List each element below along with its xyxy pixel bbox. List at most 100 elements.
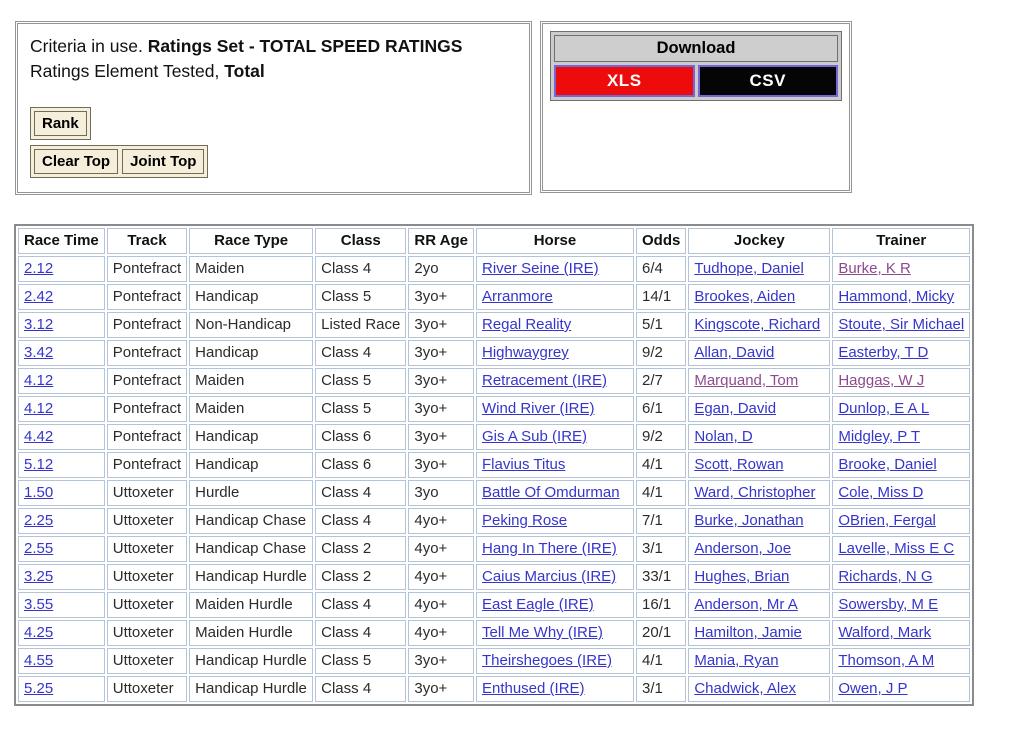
jockey-link[interactable]: Kingscote, Richard xyxy=(694,316,820,333)
trainer-link[interactable]: Owen, J P xyxy=(838,680,907,697)
race-time-link[interactable]: 2.12 xyxy=(24,260,53,277)
jockey-link[interactable]: Anderson, Mr A xyxy=(694,596,797,613)
jockey-link[interactable]: Egan, David xyxy=(694,400,776,417)
jockey-link[interactable]: Hamilton, Jamie xyxy=(694,624,802,641)
trainer-link[interactable]: Stoute, Sir Michael xyxy=(838,316,964,333)
race-time-link[interactable]: 3.12 xyxy=(24,316,53,333)
jockey-cell: Anderson, Joe xyxy=(688,536,830,562)
race-type-cell: Handicap Hurdle xyxy=(189,676,313,702)
column-header-track: Track xyxy=(107,228,187,254)
race-time-link[interactable]: 4.55 xyxy=(24,652,53,669)
table-header-row: Race Time Track Race Type Class RR Age H… xyxy=(18,228,970,254)
horse-link[interactable]: Regal Reality xyxy=(482,316,571,333)
jockey-link[interactable]: Marquand, Tom xyxy=(694,372,798,389)
column-header-race-time: Race Time xyxy=(18,228,105,254)
horse-link[interactable]: Hang In There (IRE) xyxy=(482,540,617,557)
horse-link[interactable]: Enthused (IRE) xyxy=(482,680,585,697)
trainer-cell: Thomson, A M xyxy=(832,648,970,674)
rr-age-cell: 4yo+ xyxy=(408,508,474,534)
odds-cell: 7/1 xyxy=(636,508,686,534)
race-time-cell: 3.42 xyxy=(18,340,105,366)
race-type-cell: Handicap Chase xyxy=(189,508,313,534)
download-header: Download xyxy=(554,35,838,62)
race-time-link[interactable]: 4.12 xyxy=(24,372,53,389)
jockey-link[interactable]: Tudhope, Daniel xyxy=(694,260,804,277)
race-time-cell: 4.55 xyxy=(18,648,105,674)
jockey-link[interactable]: Ward, Christopher xyxy=(694,484,815,501)
horse-link[interactable]: Battle Of Omdurman xyxy=(482,484,620,501)
joint-top-button[interactable]: Joint Top xyxy=(122,149,204,174)
horse-link[interactable]: Wind River (IRE) xyxy=(482,400,595,417)
clear-top-button[interactable]: Clear Top xyxy=(34,149,118,174)
odds-cell: 20/1 xyxy=(636,620,686,646)
odds-cell: 5/1 xyxy=(636,312,686,338)
trainer-cell: Easterby, T D xyxy=(832,340,970,366)
rr-age-cell: 3yo xyxy=(408,480,474,506)
trainer-link[interactable]: Dunlop, E A L xyxy=(838,400,929,417)
jockey-link[interactable]: Scott, Rowan xyxy=(694,456,783,473)
horse-link[interactable]: Tell Me Why (IRE) xyxy=(482,624,603,641)
trainer-cell: Stoute, Sir Michael xyxy=(832,312,970,338)
trainer-link[interactable]: Midgley, P T xyxy=(838,428,920,445)
horse-link[interactable]: East Eagle (IRE) xyxy=(482,596,594,613)
jockey-link[interactable]: Allan, David xyxy=(694,344,774,361)
horse-link[interactable]: Highwaygrey xyxy=(482,344,569,361)
trainer-link[interactable]: Hammond, Micky xyxy=(838,288,954,305)
race-time-link[interactable]: 5.12 xyxy=(24,456,53,473)
jockey-link[interactable]: Brookes, Aiden xyxy=(694,288,795,305)
horse-link[interactable]: Arranmore xyxy=(482,288,553,305)
horse-link[interactable]: Peking Rose xyxy=(482,512,567,529)
trainer-link[interactable]: Lavelle, Miss E C xyxy=(838,540,954,557)
race-time-link[interactable]: 4.42 xyxy=(24,428,53,445)
race-time-link[interactable]: 4.25 xyxy=(24,624,53,641)
trainer-link[interactable]: OBrien, Fergal xyxy=(838,512,936,529)
rr-age-cell: 2yo xyxy=(408,256,474,282)
jockey-link[interactable]: Hughes, Brian xyxy=(694,568,789,585)
trainer-link[interactable]: Thomson, A M xyxy=(838,652,934,669)
race-time-link[interactable]: 1.50 xyxy=(24,484,53,501)
rank-button[interactable]: Rank xyxy=(34,111,87,136)
trainer-link[interactable]: Cole, Miss D xyxy=(838,484,923,501)
race-time-link[interactable]: 2.25 xyxy=(24,512,53,529)
rr-age-cell: 3yo+ xyxy=(408,424,474,450)
horse-link[interactable]: Caius Marcius (IRE) xyxy=(482,568,616,585)
race-time-cell: 2.25 xyxy=(18,508,105,534)
track-cell: Uttoxeter xyxy=(107,676,187,702)
trainer-link[interactable]: Brooke, Daniel xyxy=(838,456,936,473)
race-time-link[interactable]: 3.55 xyxy=(24,596,53,613)
trainer-link[interactable]: Walford, Mark xyxy=(838,624,931,641)
race-time-link[interactable]: 3.25 xyxy=(24,568,53,585)
horse-link[interactable]: Retracement (IRE) xyxy=(482,372,607,389)
horse-link[interactable]: River Seine (IRE) xyxy=(482,260,599,277)
jockey-link[interactable]: Mania, Ryan xyxy=(694,652,778,669)
horse-link[interactable]: Theirshegoes (IRE) xyxy=(482,652,612,669)
race-time-link[interactable]: 4.12 xyxy=(24,400,53,417)
jockey-link[interactable]: Chadwick, Alex xyxy=(694,680,796,697)
download-csv-button[interactable]: CSV xyxy=(698,65,839,97)
jockey-link[interactable]: Burke, Jonathan xyxy=(694,512,803,529)
table-row: 3.12 Pontefract Non-Handicap Listed Race… xyxy=(18,312,970,338)
rank-button-group: Rank xyxy=(30,107,91,140)
track-cell: Uttoxeter xyxy=(107,592,187,618)
trainer-link[interactable]: Burke, K R xyxy=(838,260,911,277)
race-type-cell: Handicap xyxy=(189,340,313,366)
horse-link[interactable]: Gis A Sub (IRE) xyxy=(482,428,587,445)
odds-cell: 3/1 xyxy=(636,676,686,702)
race-time-link[interactable]: 2.42 xyxy=(24,288,53,305)
race-time-link[interactable]: 2.55 xyxy=(24,540,53,557)
track-cell: Pontefract xyxy=(107,340,187,366)
class-cell: Listed Race xyxy=(315,312,406,338)
trainer-link[interactable]: Richards, N G xyxy=(838,568,932,585)
jockey-link[interactable]: Nolan, D xyxy=(694,428,752,445)
download-xls-button[interactable]: XLS xyxy=(554,65,695,97)
race-time-link[interactable]: 5.25 xyxy=(24,680,53,697)
race-time-link[interactable]: 3.42 xyxy=(24,344,53,361)
horse-link[interactable]: Flavius Titus xyxy=(482,456,565,473)
class-cell: Class 5 xyxy=(315,648,406,674)
horse-cell: Wind River (IRE) xyxy=(476,396,634,422)
trainer-cell: Sowersby, M E xyxy=(832,592,970,618)
trainer-link[interactable]: Haggas, W J xyxy=(838,372,924,389)
trainer-link[interactable]: Sowersby, M E xyxy=(838,596,938,613)
jockey-link[interactable]: Anderson, Joe xyxy=(694,540,791,557)
trainer-link[interactable]: Easterby, T D xyxy=(838,344,928,361)
